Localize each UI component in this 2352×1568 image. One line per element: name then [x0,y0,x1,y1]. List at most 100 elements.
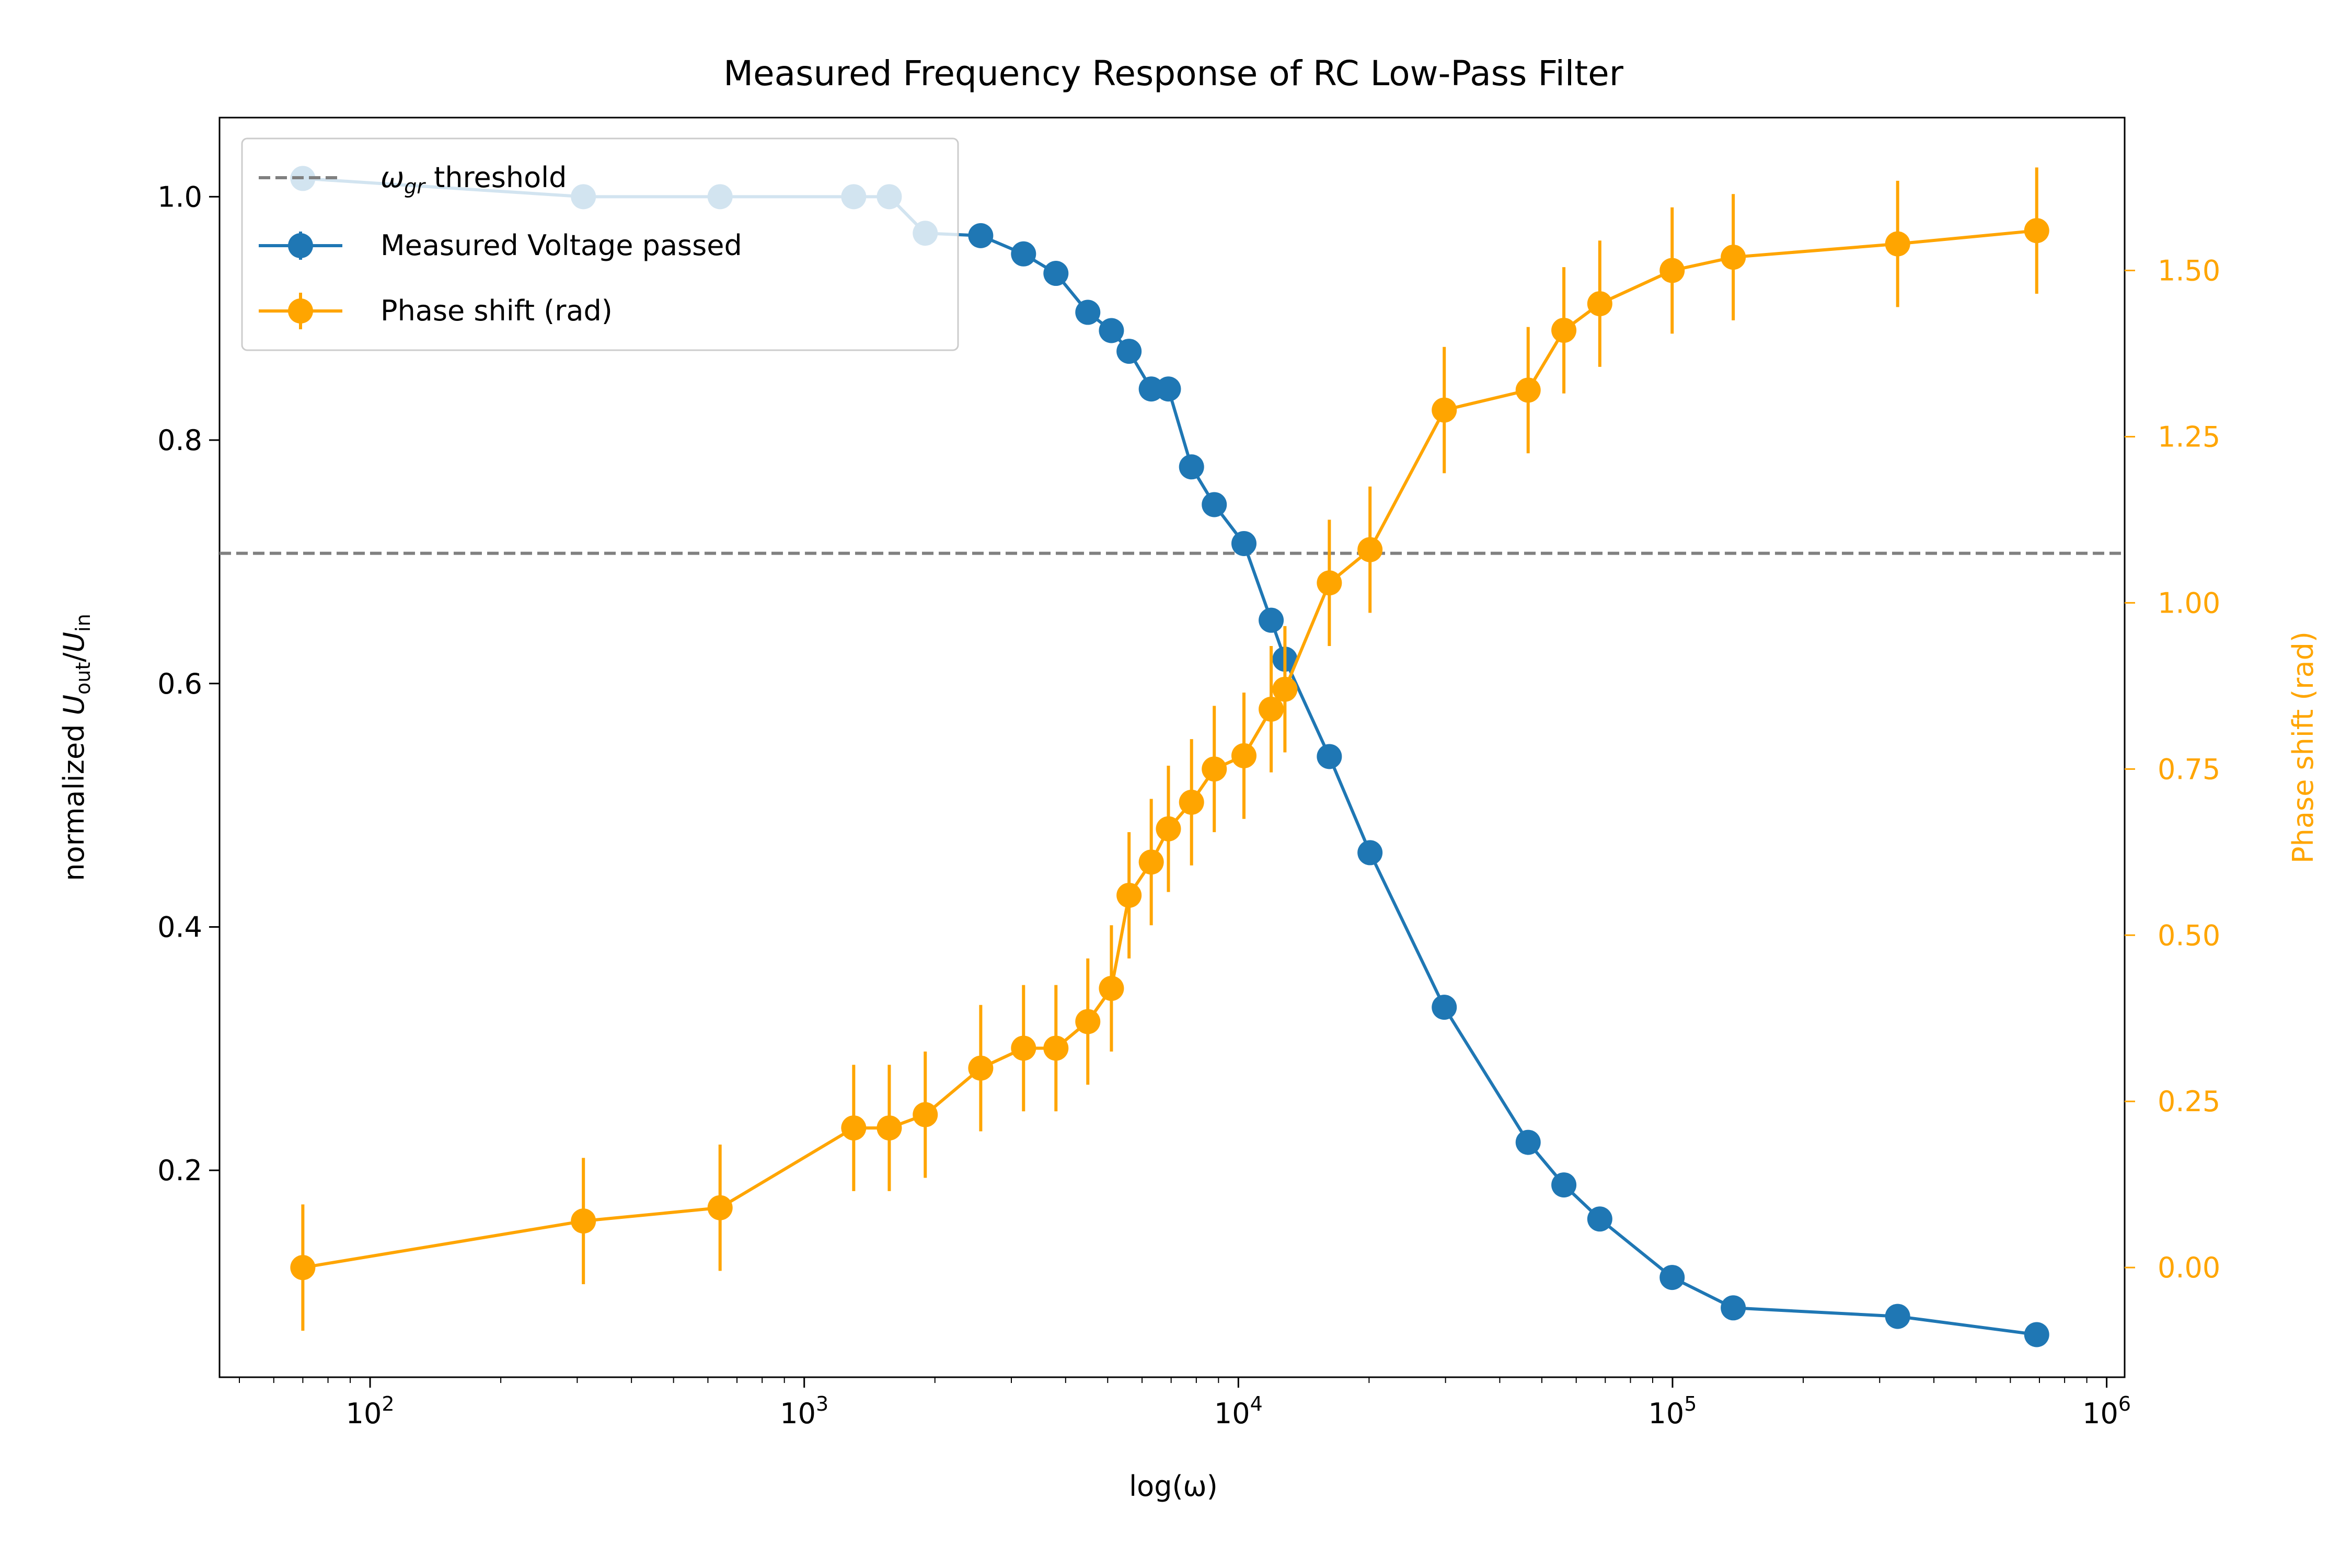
phase-data-point [1156,816,1181,841]
phase-data-point [1043,1035,1069,1061]
phase-data-point [1515,377,1541,403]
y-right-tick-label: 1.25 [2158,420,2220,453]
plot-area-frame [218,117,2126,1378]
phase-data-point [877,1115,902,1141]
phase-data-point [1659,258,1685,283]
x-tick-label-exponent: 6 [2118,1392,2131,1415]
y-right-tick-label: 0.75 [2158,753,2220,786]
phase-data-point [1259,696,1284,722]
voltage-data-point [968,223,994,248]
phase-data-point [1202,756,1227,782]
legend-threshold-symbol: ω [381,161,404,194]
x-tick-label-exponent: 4 [1250,1392,1263,1415]
voltage-data-point [1099,318,1124,343]
phase-data-point [913,1102,938,1127]
y-axis-left-ticks: 0.2 0.4 0.6 0.8 1.0 [157,180,220,1187]
y-axis-right-label: Phase shift (rad) [2287,631,2320,863]
phase-data-point [1272,676,1298,702]
y-left-tick-label: 1.0 [157,180,202,213]
legend-voltage-label: Measured Voltage passed [381,229,742,262]
voltage-data-point [1075,299,1101,325]
phase-data-point [1179,789,1204,815]
x-tick-label: 106 [2082,1392,2131,1430]
voltage-data-point [1202,492,1227,517]
phase-data-point [2024,218,2049,244]
phase-data-point [1231,743,1256,768]
y-left-label-slash: / [57,652,90,662]
phase-data-point [1099,976,1124,1001]
phase-data-point [1432,397,1457,423]
y-left-label-prefix: normalized [57,715,90,881]
y-left-tick-label: 0.4 [157,910,202,943]
y-left-label-sub1: out [72,662,95,695]
phase-data-point [1116,882,1142,908]
voltage-data-point [1259,607,1284,633]
voltage-data-point [1179,454,1204,480]
legend-threshold-suffix: threshold [425,161,567,194]
voltage-data-point [1721,1295,1746,1321]
legend-voltage-swatch-marker [288,233,313,258]
phase-data-point [571,1208,596,1234]
voltage-data-point [1231,531,1256,556]
x-axis-label: log(ω) [1129,1470,1218,1503]
legend-threshold-label: ωgr threshold [381,161,567,198]
voltage-data-point [1587,1206,1612,1232]
voltage-data-point [1357,840,1383,866]
legend-frame [241,137,959,351]
voltage-data-point [1551,1172,1577,1198]
phase-data-point [290,1255,316,1281]
phase-data-point [1587,291,1612,317]
y-left-label-sub2: in [72,614,95,632]
voltage-data-point [1515,1129,1541,1155]
y-left-label-u2: U [57,632,90,653]
y-axis-left-label: normalized Uout/Uin [57,614,95,881]
phase-data-point [1357,537,1383,562]
x-tick-label-exponent: 5 [1684,1392,1697,1415]
voltage-data-point [1138,376,1164,402]
chart-title: Measured Frequency Response of RC Low-Pa… [723,53,1624,94]
y-right-tick-label: 0.50 [2158,919,2220,952]
voltage-data-point [1885,1304,1910,1329]
x-tick-label: 102 [346,1392,395,1430]
y-left-tick-label: 0.8 [157,424,202,457]
y-left-label-u1: U [57,695,90,716]
y-right-tick-label: 0.00 [2158,1251,2220,1284]
phase-data-point [841,1115,867,1141]
y-left-tick-label: 0.6 [157,667,202,700]
x-tick-label-exponent: 2 [382,1392,394,1415]
phase-data-point [1551,317,1577,343]
x-tick-label-base: 10 [346,1397,382,1430]
legend: ωgr threshold Measured Voltage passed Ph… [241,137,959,351]
phase-data-point [1885,231,1910,257]
x-tick-label: 104 [1214,1392,1263,1430]
x-tick-label-base: 10 [2082,1397,2118,1430]
x-tick-label: 103 [780,1392,828,1430]
x-tick-label-base: 10 [1648,1397,1685,1430]
legend-phase-label: Phase shift (rad) [381,294,613,327]
voltage-data-point [1432,995,1457,1020]
legend-phase-swatch-marker [288,298,313,324]
y-axis-right-ticks: 0.00 0.25 0.50 0.75 1.00 1.25 1.50 [2125,255,2220,1284]
x-tick-label-base: 10 [1214,1397,1250,1430]
voltage-data-point [1043,261,1069,286]
y-left-tick-label: 0.2 [157,1154,202,1187]
voltage-data-point [1156,376,1181,402]
x-tick-label-base: 10 [780,1397,816,1430]
x-tick-label: 105 [1648,1392,1697,1430]
y-right-tick-label: 0.25 [2158,1085,2220,1118]
x-axis-ticks: 102 103 104 105 106 [239,1377,2131,1430]
phase-data-point [968,1055,994,1081]
phase-data-point [1075,1009,1101,1034]
phase-data-point [1011,1035,1036,1061]
phase-data-point [1317,570,1342,596]
voltage-data-point [1659,1265,1685,1290]
voltage-data-point [1116,339,1142,364]
voltage-data-point [2024,1322,2049,1347]
phase-data-point [707,1195,733,1220]
voltage-data-point [1317,744,1342,769]
voltage-data-point [1011,241,1036,267]
x-tick-label-exponent: 3 [816,1392,828,1415]
phase-data-point [1138,849,1164,875]
legend-threshold-sub: gr [404,175,426,198]
